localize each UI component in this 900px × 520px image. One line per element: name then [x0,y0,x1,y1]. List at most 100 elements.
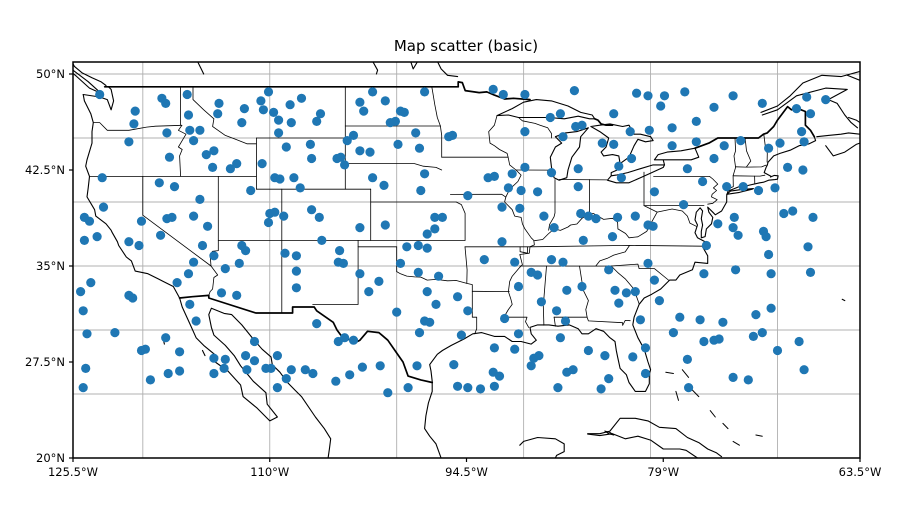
scatter-point [340,333,350,343]
coastline-path [841,298,846,302]
scatter-point [98,202,109,212]
scatter-point [249,336,260,347]
scatter-point [463,191,473,201]
scatter-point [640,368,651,379]
coastline-path [590,123,654,165]
y-tick-label: 20°N [36,451,65,465]
island-path [732,440,740,446]
scatter-point [680,87,690,97]
y-tick-label: 35°N [36,259,65,273]
scatter-point [453,292,463,302]
scatter-point [315,109,326,119]
state-border-path [730,137,736,189]
scatter-point [266,363,276,373]
scatter-point [643,91,653,101]
x-tick-label: 63.5°W [839,465,882,479]
scatter-point [539,211,549,221]
scatter-point [201,150,211,160]
scatter-point [189,257,199,267]
scatter-point [234,258,244,268]
scatter-point [420,169,430,179]
state-border-path [529,245,704,248]
scatter-point [695,315,705,325]
scatter-point [510,257,520,267]
scatter-point [498,89,508,100]
scatter-point [698,176,708,187]
island-path [681,369,690,378]
scatter-point [307,205,317,215]
scatter-point [239,104,249,114]
scatter-point [656,101,666,111]
scatter-point [546,255,557,265]
scatter-point [189,136,199,146]
scatter-point [430,224,440,234]
scatter-point [610,285,620,295]
state-border-path [142,176,212,267]
scatter-point [274,128,284,138]
scatter-point [431,299,441,309]
island-path [709,410,716,418]
scatter-point [145,375,155,385]
coastline-path [437,62,459,78]
state-border-path [518,117,552,139]
scatter-point [701,240,712,251]
scatter-point [256,96,266,106]
scatter-point [684,383,694,393]
scatter-point [422,243,432,253]
scatter-point [475,384,486,394]
scatter-point [263,217,274,228]
scatter-point [607,232,618,242]
scatter-point [312,116,322,126]
scatter-point [307,153,317,164]
scatter-point [249,356,260,366]
scatter-point [764,143,774,153]
scatter-point [279,211,289,221]
scatter-point [630,211,640,221]
scatter-point [568,365,578,375]
scatter-point [802,92,812,102]
scatter-point [156,230,166,240]
scatter-point [783,162,793,172]
state-border-path [471,290,478,335]
coastline-path [201,349,206,357]
scatter-point [237,118,247,128]
scatter-point [635,315,646,325]
scatter-point [390,116,400,126]
state-border-path [744,137,752,168]
coastline-path [604,430,615,436]
scatter-point [289,173,299,183]
scatter-point [738,182,748,192]
scatter-point [709,153,719,164]
scatter-point [654,296,665,306]
scatter-point [161,98,171,108]
scatter-point [510,344,520,354]
scatter-point [291,266,301,276]
scatter-point [383,388,393,398]
scatter-point [791,104,802,114]
scatter-point [555,109,566,119]
coastline-path [410,62,418,70]
scatter-point [463,383,473,393]
scatter-point [533,270,543,280]
scatter-point [338,258,348,268]
scatter-point [770,183,780,193]
scatter-point [728,372,738,382]
scatter-point [520,127,530,137]
scatter-point [355,97,365,107]
state-border-path [455,201,466,241]
scatter-point [526,361,536,371]
scatter-point [799,137,809,147]
scatter-point [197,240,208,251]
scatter-point [274,115,284,125]
scatter-point [420,87,430,97]
scatter-point [305,139,315,149]
scatter-point [728,223,738,233]
scatter-point [805,267,816,277]
y-tick-label: 50°N [36,67,65,81]
state-border-path [450,193,507,198]
state-border-path [732,174,766,177]
scatter-point [300,365,310,375]
scatter-point [95,89,105,100]
scatter-point [78,306,88,316]
state-border-path [579,265,589,318]
